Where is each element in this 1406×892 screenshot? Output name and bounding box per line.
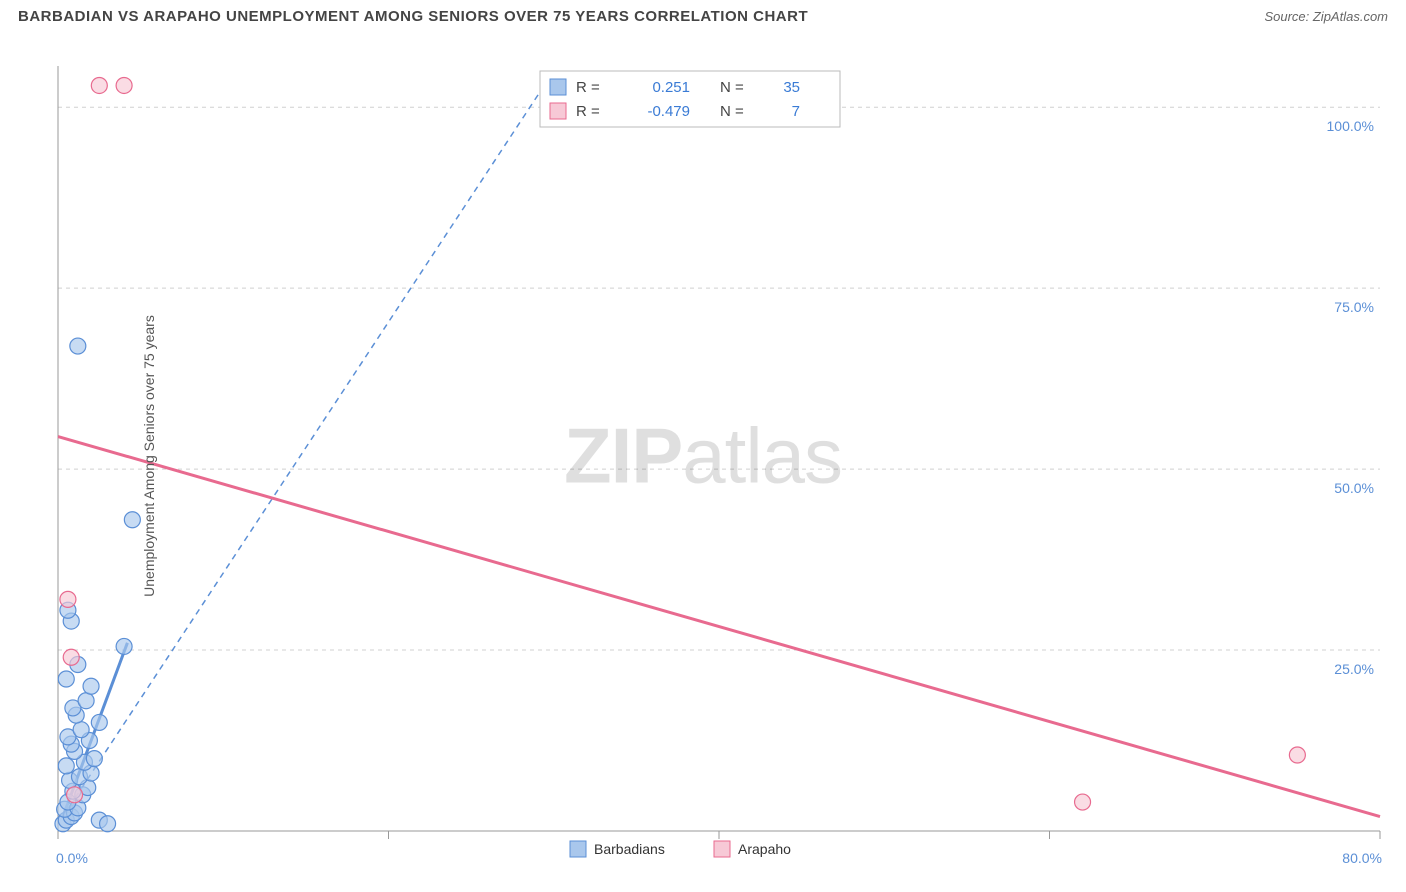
data-point	[100, 816, 116, 832]
legend-swatch	[550, 79, 566, 95]
data-point	[83, 678, 99, 694]
data-point	[91, 714, 107, 730]
y-tick-label: 100.0%	[1327, 118, 1374, 134]
x-tick-label: 80.0%	[1342, 850, 1382, 866]
header: BARBADIAN VS ARAPAHO UNEMPLOYMENT AMONG …	[0, 0, 1406, 31]
corr-r-value: 0.251	[652, 79, 690, 96]
chart-container: Unemployment Among Seniors over 75 years…	[0, 31, 1406, 881]
data-point	[1075, 794, 1091, 810]
data-point	[91, 77, 107, 93]
legend-swatch	[570, 841, 586, 857]
chart-title: BARBADIAN VS ARAPAHO UNEMPLOYMENT AMONG …	[18, 8, 808, 25]
scatter-chart: 25.0% 50.0% 75.0% 100.0% 0.0% 80.0% R = 0.251 N …	[0, 31, 1406, 881]
corr-r-label: R =	[576, 79, 600, 96]
corr-r-value: -0.479	[647, 103, 690, 120]
source-attribution: Source: ZipAtlas.com	[1264, 9, 1388, 24]
data-point	[73, 722, 89, 738]
y-tick-label: 75.0%	[1334, 299, 1374, 315]
data-point	[1289, 747, 1305, 763]
legend-swatch	[714, 841, 730, 857]
corr-r-label: R =	[576, 103, 600, 120]
corr-n-label: N =	[720, 79, 744, 96]
data-point	[63, 649, 79, 665]
corr-n-value: 7	[792, 103, 800, 120]
trend-line-dashed	[63, 71, 554, 817]
y-axis-label: Unemployment Among Seniors over 75 years	[141, 315, 157, 597]
data-point	[60, 591, 76, 607]
y-tick-label: 50.0%	[1334, 480, 1374, 496]
data-point	[116, 77, 132, 93]
data-point	[67, 787, 83, 803]
data-point	[124, 512, 140, 528]
legend-label: Barbadians	[594, 841, 665, 857]
trend-line	[58, 437, 1380, 817]
corr-n-label: N =	[720, 103, 744, 120]
corr-n-value: 35	[783, 79, 800, 96]
data-point	[116, 638, 132, 654]
x-tick-label: 0.0%	[56, 850, 88, 866]
data-point	[58, 671, 74, 687]
data-point	[78, 693, 94, 709]
legend-label: Arapaho	[738, 841, 791, 857]
data-point	[58, 758, 74, 774]
legend-swatch	[550, 103, 566, 119]
data-point	[70, 338, 86, 354]
data-point	[86, 751, 102, 767]
y-tick-label: 25.0%	[1334, 661, 1374, 677]
